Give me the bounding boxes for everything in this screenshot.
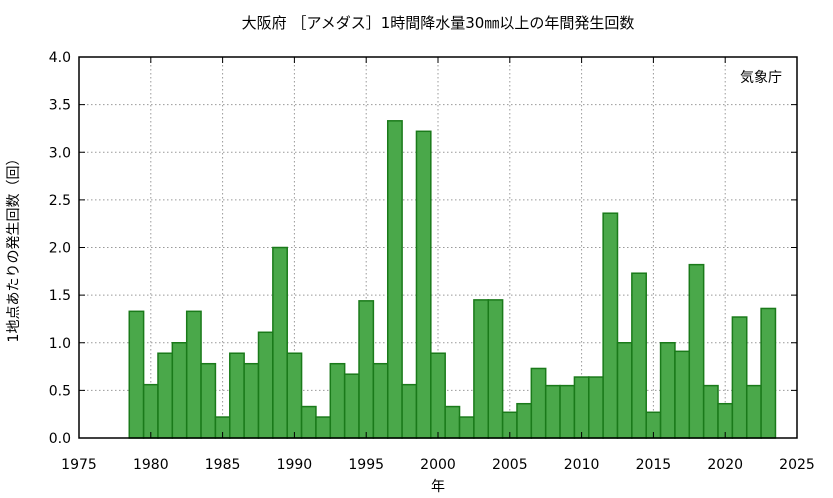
x-tick-label: 2020 <box>707 457 743 473</box>
bar <box>631 272 647 439</box>
bar <box>674 350 691 439</box>
bar <box>760 307 777 439</box>
y-tick-label: 2.0 <box>49 241 71 257</box>
bar <box>516 402 533 439</box>
bar <box>602 212 619 439</box>
bar <box>444 405 461 439</box>
bar <box>329 362 346 439</box>
bar <box>573 376 590 439</box>
x-tick-label: 1975 <box>61 457 97 473</box>
x-tick-label: 2000 <box>420 457 456 473</box>
x-axis-label: 年 <box>431 479 445 495</box>
bar <box>544 384 561 439</box>
bar <box>272 246 288 439</box>
y-tick-label: 2.5 <box>49 193 71 209</box>
x-tick-label: 1990 <box>277 457 313 473</box>
bar <box>243 362 260 439</box>
x-tick-label: 2010 <box>564 457 600 473</box>
chart-title: 大阪府 ［アメダス］1時間降水量30㎜以上の年間発生回数 <box>242 14 635 32</box>
x-tick-label: 1985 <box>205 457 241 473</box>
bar <box>588 376 604 439</box>
y-tick-label: 1.0 <box>49 336 71 352</box>
bar <box>229 352 245 439</box>
bar <box>415 130 432 439</box>
bar <box>171 342 188 439</box>
bar <box>315 416 332 439</box>
bar <box>157 352 174 439</box>
bar <box>128 310 145 439</box>
axis-ticks: 1975 1980 1985 1990 1995 2000 2005 2010 2015 2020… <box>49 50 815 473</box>
bar <box>659 342 676 439</box>
y-tick-label: 0.5 <box>49 383 71 399</box>
bar <box>702 384 719 439</box>
y-tick-label: 1.5 <box>49 288 71 304</box>
bar <box>430 352 446 439</box>
x-tick-label: 2025 <box>779 457 815 473</box>
x-tick-label: 2005 <box>492 457 528 473</box>
y-tick-label: 3.0 <box>49 145 71 161</box>
bar <box>358 300 375 439</box>
bar <box>487 299 504 439</box>
y-axis-label: 1地点あたりの発生回数（回） <box>6 152 22 343</box>
bar <box>530 367 547 439</box>
y-tick-label: 0.0 <box>49 431 71 447</box>
x-tick-label: 1980 <box>133 457 169 473</box>
source-label: 気象庁 <box>740 70 782 86</box>
bar <box>559 384 576 439</box>
bar <box>286 352 303 439</box>
bar <box>386 120 403 439</box>
bar <box>688 263 705 439</box>
x-tick-label: 2015 <box>636 457 672 473</box>
bar <box>473 299 490 439</box>
bar <box>300 405 317 439</box>
x-tick-label: 1995 <box>348 457 384 473</box>
bar <box>745 384 762 439</box>
bar <box>142 383 159 439</box>
y-tick-label: 3.5 <box>49 98 71 114</box>
bar <box>401 383 418 439</box>
bar <box>257 331 274 439</box>
bar <box>458 416 475 439</box>
bar <box>343 373 360 439</box>
bar <box>616 342 633 439</box>
bar <box>185 310 202 439</box>
y-tick-label: 4.0 <box>49 50 71 66</box>
bar <box>200 362 217 439</box>
bar <box>372 362 389 439</box>
bar <box>731 316 748 439</box>
